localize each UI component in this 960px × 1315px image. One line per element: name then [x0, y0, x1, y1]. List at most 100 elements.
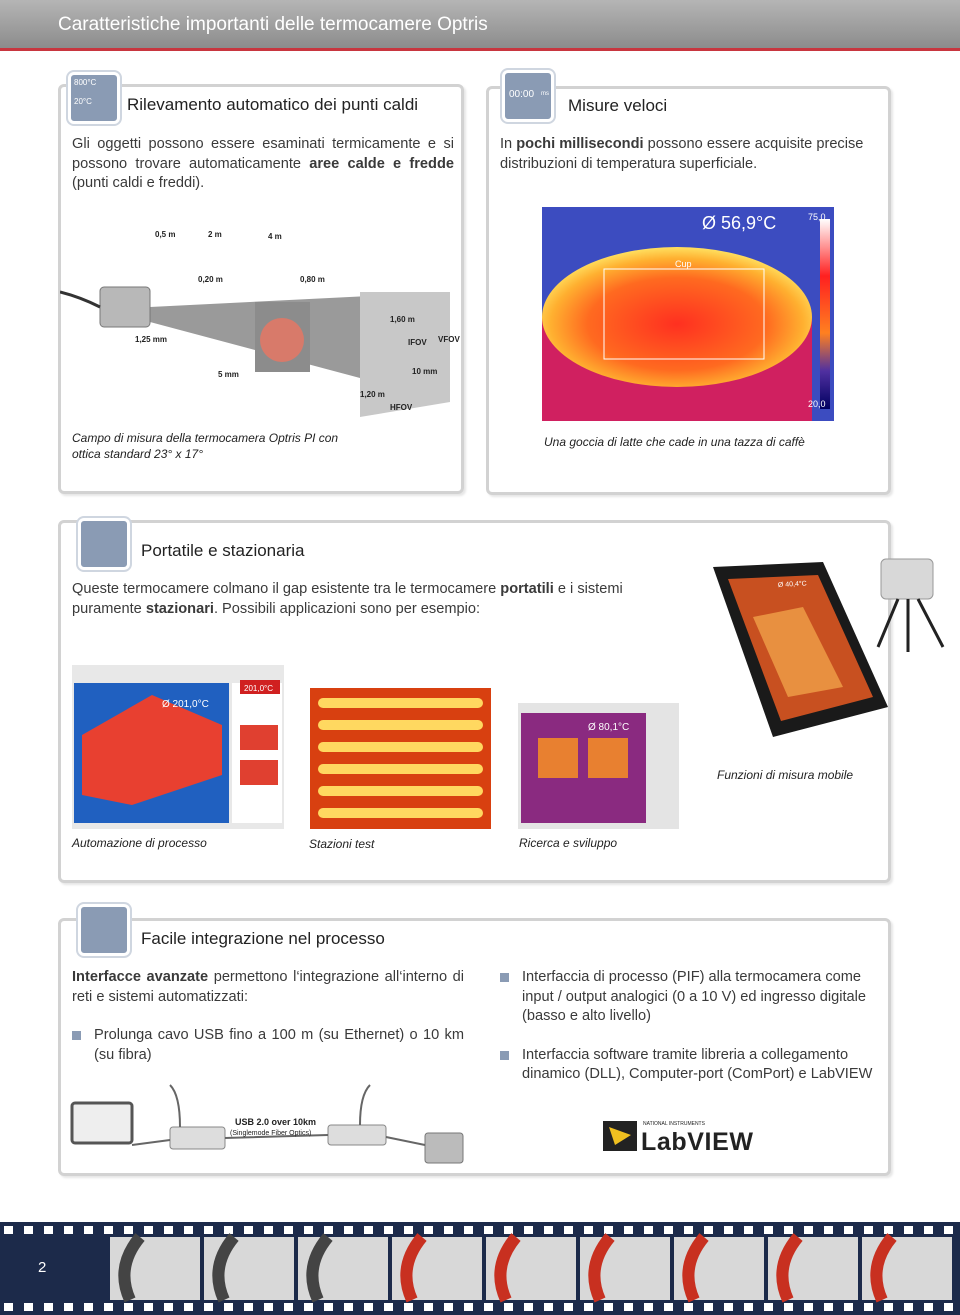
perforation — [344, 1226, 353, 1234]
diagram-label: 1,60 m — [390, 315, 415, 324]
icon-text: 20°C — [74, 97, 92, 106]
perforation — [364, 1303, 373, 1311]
section-title: Misure veloci — [568, 96, 668, 115]
perforation — [764, 1303, 773, 1311]
frame-object — [588, 1233, 615, 1303]
bullet-list: Interfaccia di processo (PIF) alla termo… — [500, 968, 880, 1085]
icon-text: 800°C — [74, 78, 97, 87]
logo-text: NATIONAL INSTRUMENTS — [643, 1121, 706, 1127]
frame-object — [118, 1233, 145, 1303]
usb-image: USB 2.0 over 10km (Singlemode Fiber Opti… — [70, 1084, 464, 1164]
frame-object — [400, 1233, 427, 1303]
section-box — [58, 918, 891, 1176]
perforation — [624, 1303, 633, 1311]
perforation — [884, 1303, 893, 1311]
diagram-label: IFOV — [408, 338, 427, 347]
logo-mark — [609, 1127, 631, 1145]
perforation — [884, 1226, 893, 1234]
tripod — [876, 598, 945, 652]
tablet-image: Ø 40,4°C — [713, 558, 945, 737]
perforation — [464, 1303, 473, 1311]
caption: Automazione di processo — [72, 836, 207, 850]
section-body: In pochi millisecondi possono essere acq… — [500, 135, 880, 174]
perforation — [484, 1226, 493, 1234]
perforation — [864, 1303, 873, 1311]
perforation — [764, 1226, 773, 1234]
camera — [99, 286, 151, 328]
perforation — [344, 1303, 353, 1311]
section-body: Interfaccia di processo (PIF) alla termo… — [500, 968, 880, 1104]
cup-image: Ø 56,9°C 75,0 20,0 Cup — [542, 207, 834, 421]
research-image: Ø 80,1°C — [518, 703, 679, 829]
usb-box — [169, 1126, 226, 1150]
perforation — [204, 1303, 213, 1311]
perforation — [844, 1226, 853, 1234]
image-label: 75,0 — [808, 212, 826, 222]
header-bar — [0, 0, 960, 51]
diagram-label: 2 m — [208, 230, 222, 239]
text: e i sistemi puramente — [72, 581, 623, 617]
icon-text: 00:00 — [509, 89, 535, 100]
perforation — [44, 1303, 53, 1311]
bold-text: pochi millisecondi — [516, 136, 644, 152]
perforation — [324, 1303, 333, 1311]
perforation — [424, 1226, 433, 1234]
section-body: Interfacce avanzate permettono l‘integra… — [72, 968, 464, 1084]
section-title: Facile integrazione nel processo — [141, 929, 385, 948]
caption: Una goccia di latte che cade in una tazz… — [544, 435, 805, 449]
measure-frame — [603, 268, 765, 360]
text: Gli oggetti possono essere esaminati ter… — [72, 136, 454, 172]
section-box — [58, 84, 464, 494]
diagram-label: 4 m — [268, 232, 282, 241]
text: Queste termocamere colmano il gap esiste… — [72, 581, 501, 597]
perforation — [804, 1226, 813, 1234]
perforation — [364, 1226, 373, 1234]
perforation — [744, 1226, 753, 1234]
image-label: Ø 80,1°C — [588, 722, 629, 733]
perforation — [224, 1226, 233, 1234]
perforation — [384, 1226, 393, 1234]
perforation — [924, 1226, 933, 1234]
perforation — [244, 1303, 253, 1311]
perforation — [284, 1226, 293, 1234]
frame-object — [212, 1233, 239, 1303]
perforation — [144, 1226, 153, 1234]
perforation — [104, 1226, 113, 1234]
perforation — [524, 1303, 533, 1311]
perforation — [624, 1226, 633, 1234]
perforation — [4, 1303, 13, 1311]
image-label: Ø 56,9°C — [702, 213, 776, 233]
perforation — [484, 1303, 493, 1311]
perforation — [684, 1303, 693, 1311]
perforation — [324, 1226, 333, 1234]
frame-object — [682, 1233, 709, 1303]
hot-stripe — [318, 808, 483, 818]
bold-text: aree calde e fredde — [309, 155, 454, 172]
hot-stripe — [318, 698, 483, 708]
perforation — [444, 1226, 453, 1234]
perforation — [184, 1226, 193, 1234]
bullet-item: Interfaccia di processo (PIF) alla termo… — [500, 968, 880, 1027]
icon-text: ms — [541, 91, 549, 97]
text: In — [500, 136, 517, 152]
perforation — [384, 1303, 393, 1311]
perforation — [444, 1303, 453, 1311]
perforation — [124, 1226, 133, 1234]
usb-hub — [327, 1124, 387, 1146]
perforation — [864, 1226, 873, 1234]
section-box — [486, 86, 891, 495]
image-label: Ø 40,4°C — [778, 579, 807, 589]
perforation — [684, 1226, 693, 1234]
section-title: Portatile e stazionaria — [141, 541, 305, 560]
footer-strip — [0, 1222, 960, 1315]
hot-region — [588, 738, 628, 778]
perforation — [704, 1303, 713, 1311]
icon — [78, 518, 130, 570]
diagram-label: 10 mm — [412, 367, 437, 376]
hot-region — [538, 738, 578, 778]
perforation — [404, 1303, 413, 1311]
thumb — [240, 725, 278, 750]
perforation — [144, 1303, 153, 1311]
labview-logo: NATIONAL INSTRUMENTS LabVIEW — [603, 1121, 753, 1155]
